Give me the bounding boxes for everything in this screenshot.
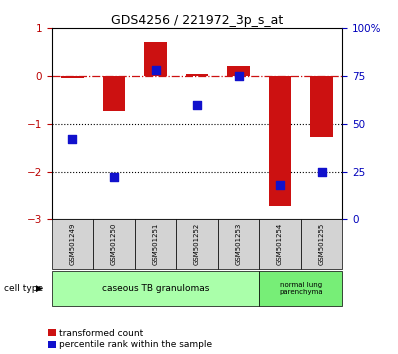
- Text: GSM501255: GSM501255: [318, 223, 324, 266]
- Point: [152, 68, 159, 73]
- Point: [318, 169, 325, 175]
- Bar: [310, 76, 333, 137]
- Bar: [103, 76, 125, 110]
- Text: caseous TB granulomas: caseous TB granulomas: [102, 284, 209, 293]
- Title: GDS4256 / 221972_3p_s_at: GDS4256 / 221972_3p_s_at: [111, 14, 283, 27]
- Bar: [144, 42, 167, 76]
- Bar: [61, 76, 84, 79]
- Text: GSM501249: GSM501249: [70, 223, 76, 266]
- Point: [194, 102, 200, 108]
- Legend: transformed count, percentile rank within the sample: transformed count, percentile rank withi…: [48, 329, 212, 349]
- Text: ▶: ▶: [36, 284, 43, 293]
- Point: [69, 136, 76, 142]
- Point: [111, 175, 117, 180]
- Bar: [185, 74, 209, 76]
- Text: GSM501254: GSM501254: [277, 223, 283, 266]
- Text: normal lung
parenchyma: normal lung parenchyma: [279, 282, 323, 295]
- Text: GSM501253: GSM501253: [236, 223, 242, 266]
- Text: cell type: cell type: [4, 284, 43, 293]
- Bar: [269, 76, 291, 206]
- Point: [235, 73, 242, 79]
- Point: [277, 182, 283, 188]
- Text: GSM501250: GSM501250: [111, 223, 117, 266]
- Text: GSM501252: GSM501252: [194, 223, 200, 266]
- Text: GSM501251: GSM501251: [152, 223, 158, 266]
- Bar: [227, 65, 250, 76]
